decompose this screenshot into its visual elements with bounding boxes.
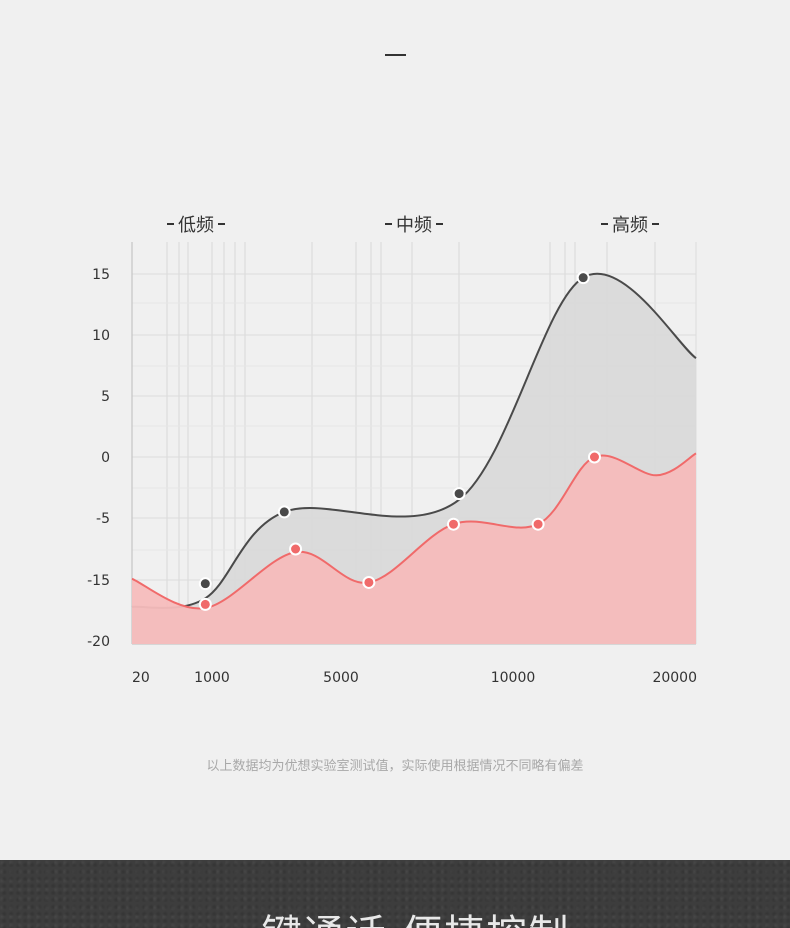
band-label-high: 高频 — [601, 212, 659, 236]
series-area-2 — [132, 453, 696, 644]
y-tick-label: 0 — [101, 450, 110, 466]
banner-title: 一键通话 便捷控制 — [0, 902, 790, 928]
band-dash-left — [601, 223, 608, 225]
series-line-2 — [131, 452, 697, 610]
series-line-1 — [131, 272, 697, 609]
y-tick-label: -15 — [87, 573, 110, 589]
y-tick-label: 10 — [92, 328, 110, 344]
series-2-point — [446, 517, 460, 531]
frequency-chart: 低频 中频 高频 15 10 5 0 -5 -15 -20 20 1000 5000 10000 20… — [87, 212, 697, 686]
series-1-point — [198, 577, 212, 591]
series-1-point — [277, 505, 291, 519]
y-tick-label: -5 — [96, 511, 110, 527]
x-tick-label: 1000 — [194, 670, 230, 686]
band-label-low: 低频 — [167, 212, 225, 236]
band-label-mid: 中频 — [385, 212, 443, 236]
y-tick-label: -20 — [87, 634, 110, 650]
band-dash-left — [167, 223, 174, 225]
band-label-high-text: 高频 — [612, 215, 648, 236]
bottom-banner: 一键通话 便捷控制 — [0, 860, 790, 928]
band-dash-right — [436, 223, 443, 225]
band-label-low-text: 低频 — [178, 215, 214, 236]
series-2-point — [198, 597, 212, 611]
series-2-point — [587, 450, 601, 464]
series-2-point — [362, 575, 376, 589]
band-dash-right — [218, 223, 225, 225]
band-label-mid-text: 中频 — [396, 215, 432, 236]
series-1-point — [452, 487, 466, 501]
x-tick-label: 20000 — [652, 670, 697, 686]
x-tick-label: 10000 — [491, 670, 536, 686]
x-tick-label: 5000 — [323, 670, 359, 686]
y-tick-label: 15 — [92, 267, 110, 283]
series-2-point — [289, 542, 303, 556]
y-tick-label: 5 — [101, 389, 110, 405]
chart-svg: 15 10 5 0 -5 -15 -20 20 1000 5000 10000 20000 — [87, 242, 697, 686]
band-dash-right — [652, 223, 659, 225]
series-2-point — [531, 517, 545, 531]
footnote: 以上数据均为优想实验室测试值，实际使用根据情况不同略有偏差 — [206, 759, 584, 774]
band-dash-left — [385, 223, 392, 225]
top-dash — [385, 54, 406, 56]
series-1-point — [576, 271, 590, 285]
x-tick-label: 20 — [132, 670, 150, 686]
